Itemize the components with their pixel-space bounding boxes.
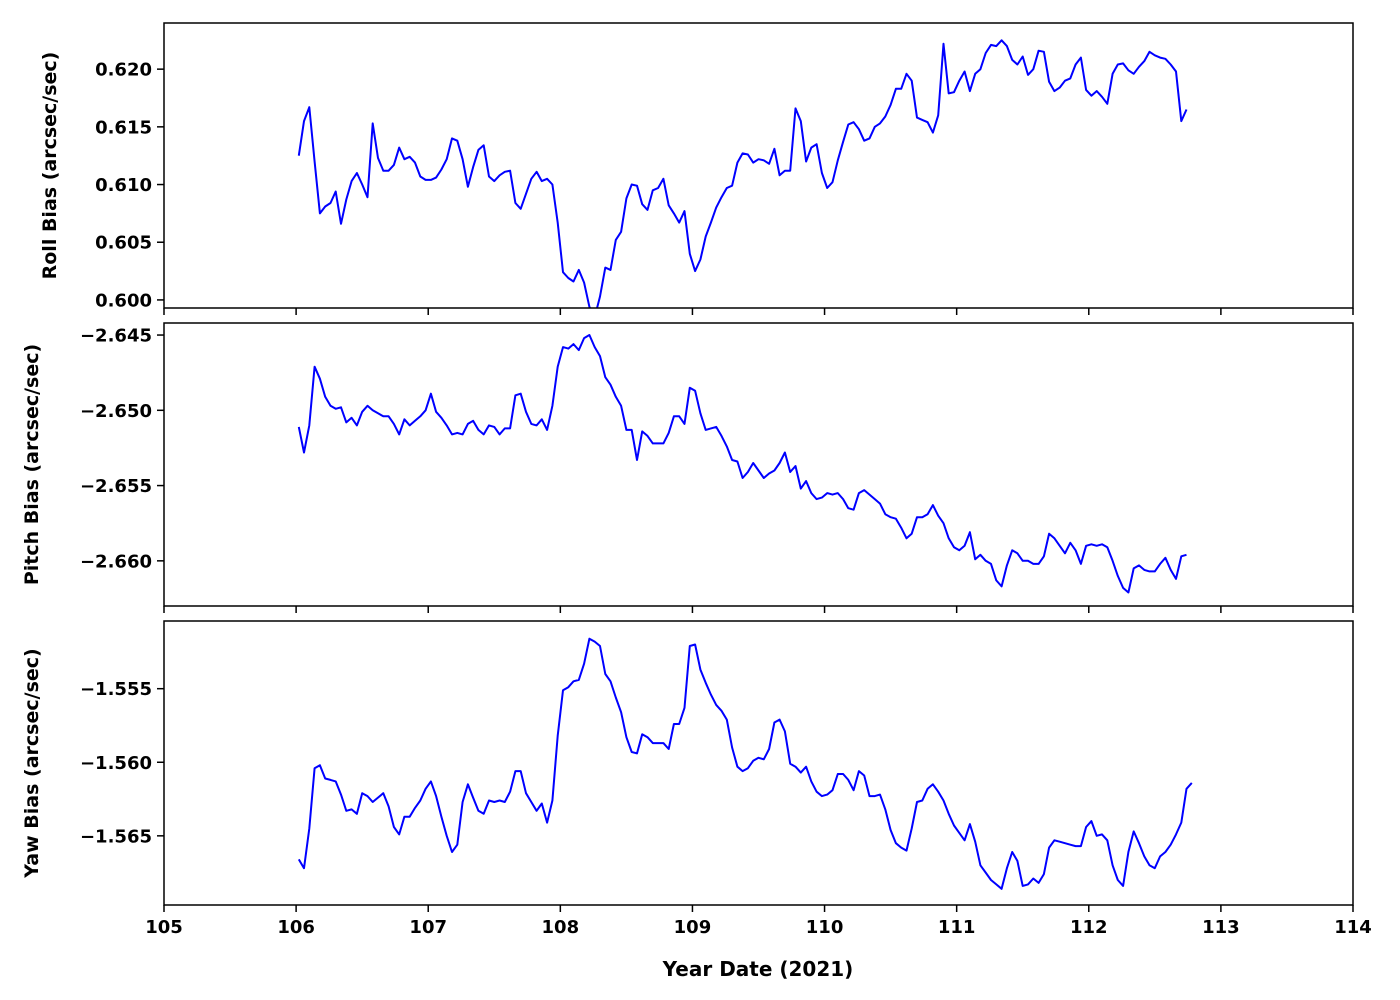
roll-y-tick-label: 0.620: [95, 60, 152, 81]
pitch-y-tick-label: −2.645: [80, 326, 152, 347]
x-axis-label: Year Date (2021): [662, 957, 854, 981]
yaw-bias-line: [297, 637, 1193, 890]
pitch-bias-line: [297, 334, 1187, 594]
roll-y-tick-label: 0.615: [95, 117, 152, 138]
x-tick-label: 107: [409, 917, 447, 938]
yaw-axes-frame: [163, 620, 1354, 906]
x-tick-label: 106: [277, 917, 315, 938]
roll-y-axis-label: Roll Bias (arcsec/sec): [39, 52, 61, 280]
roll-y-tick-label: 0.600: [95, 290, 152, 311]
pitch-y-tick-label: −2.660: [80, 551, 152, 572]
roll-y-tick-label: 0.610: [95, 175, 152, 196]
x-tick-label: 108: [542, 917, 580, 938]
yaw-y-tick-label: −1.560: [80, 753, 152, 774]
x-tick-label: 112: [1070, 917, 1108, 938]
yaw-y-tick-label: −1.555: [80, 679, 152, 700]
roll-axes-frame: [163, 22, 1354, 309]
x-tick-label: 105: [145, 917, 183, 938]
roll-y-tick-label: 0.605: [95, 233, 152, 254]
x-tick-label: 110: [806, 917, 844, 938]
x-tick-label: 113: [1202, 917, 1240, 938]
x-tick-label: 109: [674, 917, 712, 938]
roll-panel: 0.600 0.605 0.610 0.615 0.620 Roll Bias (arc…: [39, 22, 1354, 315]
yaw-y-axis-label: Yaw Bias (arcsec/sec): [21, 648, 43, 878]
pitch-axes-frame: [163, 322, 1354, 607]
pitch-y-tick-label: −2.650: [80, 401, 152, 422]
pitch-y-tick-label: −2.655: [80, 476, 152, 497]
x-tick-label: 114: [1334, 917, 1372, 938]
x-tick-label: 111: [938, 917, 976, 938]
pitch-y-axis-label: Pitch Bias (arcsec/sec): [21, 344, 43, 585]
pitch-panel: −2.645 −2.650 −2.655 −2.660 Pitch Bias (arc…: [21, 322, 1354, 613]
roll-bias-line: [297, 39, 1188, 308]
yaw-y-tick-label: −1.565: [80, 826, 152, 847]
yaw-panel: 105 106 107 108 109 110 111 112 113 114 −1.555 −1.…: [21, 620, 1372, 938]
